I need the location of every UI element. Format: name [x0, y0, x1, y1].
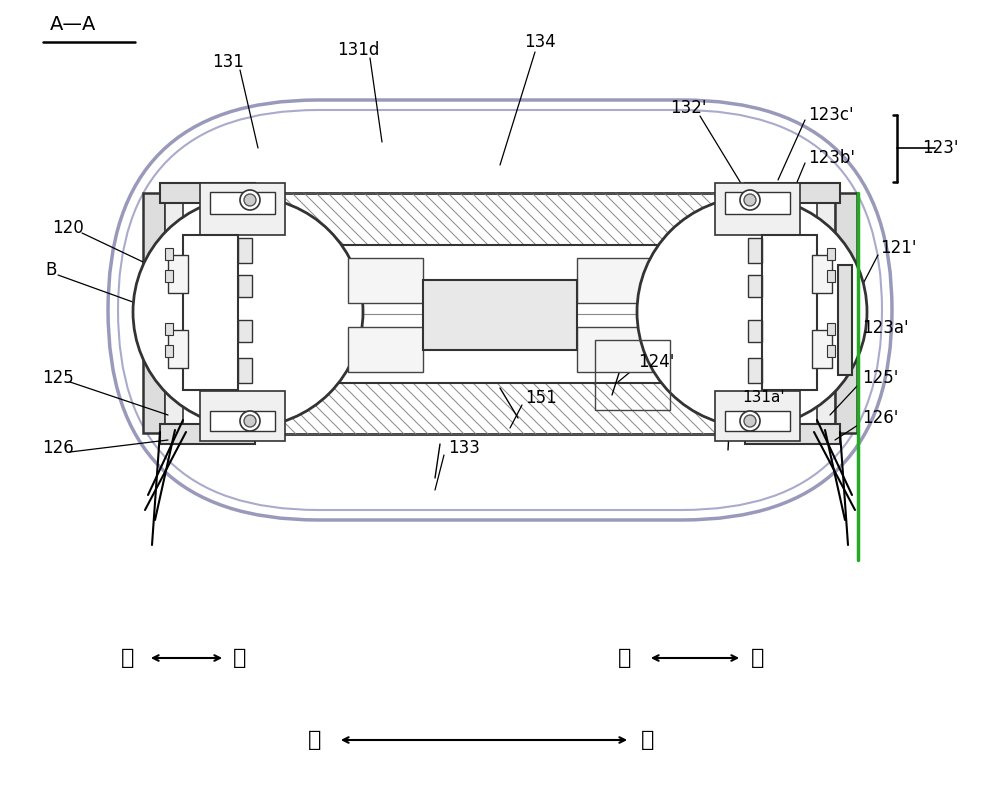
Text: 131d: 131d	[337, 41, 379, 59]
Bar	[812, 330, 832, 368]
Bar	[577, 258, 652, 303]
Bar	[662, 245, 720, 383]
Circle shape	[240, 190, 260, 210]
Bar	[827, 248, 835, 260]
Bar	[160, 183, 255, 203]
Bar	[725, 192, 790, 214]
Text: 133: 133	[448, 439, 480, 457]
Text: 左: 左	[308, 730, 322, 750]
Text: A—A: A—A	[50, 15, 96, 34]
Bar	[827, 345, 835, 357]
Text: 右: 右	[641, 730, 655, 750]
Bar	[348, 258, 423, 303]
Bar	[745, 424, 840, 444]
Text: 123a': 123a'	[862, 319, 909, 337]
Text: 123c': 123c'	[808, 106, 854, 124]
Circle shape	[244, 415, 256, 427]
Bar	[280, 193, 720, 245]
Text: 123': 123'	[922, 139, 958, 157]
Text: 外: 外	[121, 648, 135, 668]
Bar	[745, 183, 840, 203]
Bar	[210, 411, 275, 431]
FancyBboxPatch shape	[118, 110, 882, 510]
Circle shape	[133, 197, 363, 427]
FancyBboxPatch shape	[108, 100, 892, 520]
Bar	[595, 340, 670, 410]
Circle shape	[240, 411, 260, 431]
Bar	[168, 255, 188, 293]
Text: B: B	[45, 261, 56, 279]
Bar	[165, 248, 173, 260]
Bar	[748, 275, 762, 297]
Text: 134: 134	[524, 33, 556, 51]
Bar	[238, 320, 252, 342]
Bar	[715, 391, 800, 441]
Text: 126: 126	[42, 439, 74, 457]
Text: 124': 124'	[638, 353, 674, 371]
Text: 132': 132'	[670, 99, 706, 117]
Bar	[160, 424, 255, 444]
Bar	[817, 200, 835, 424]
Bar	[762, 320, 814, 378]
Text: 131: 131	[212, 53, 244, 71]
Bar	[748, 358, 762, 383]
Text: 131a': 131a'	[742, 390, 785, 405]
Bar	[748, 238, 762, 263]
Bar	[238, 238, 252, 263]
Bar	[280, 193, 720, 434]
Bar	[165, 200, 183, 424]
Text: 121': 121'	[880, 239, 916, 257]
Text: 内: 内	[618, 648, 632, 668]
Bar	[827, 270, 835, 282]
Circle shape	[744, 415, 756, 427]
Bar	[762, 235, 817, 390]
Text: 123b': 123b'	[808, 149, 855, 167]
Bar	[838, 265, 852, 375]
Bar	[168, 330, 188, 368]
Bar	[762, 235, 814, 293]
Bar	[238, 358, 252, 383]
Bar	[577, 327, 652, 372]
Text: 内: 内	[233, 648, 247, 668]
Bar	[748, 320, 762, 342]
Bar	[183, 235, 238, 390]
Circle shape	[740, 411, 760, 431]
Text: 120: 120	[52, 219, 84, 237]
Circle shape	[744, 194, 756, 206]
Bar	[143, 193, 165, 433]
Bar	[338, 245, 662, 383]
Bar	[200, 391, 285, 441]
Circle shape	[637, 197, 867, 427]
Circle shape	[740, 190, 760, 210]
Text: 151: 151	[525, 389, 557, 407]
Bar	[165, 270, 173, 282]
Bar	[423, 280, 577, 350]
Bar	[165, 345, 173, 357]
Text: 125': 125'	[862, 369, 898, 387]
Bar	[165, 323, 173, 335]
Bar	[835, 193, 857, 433]
Bar	[725, 411, 790, 431]
Bar	[715, 183, 800, 235]
Bar	[186, 235, 238, 293]
Bar	[812, 255, 832, 293]
Text: 126': 126'	[862, 409, 898, 427]
Bar	[210, 192, 275, 214]
Bar	[827, 323, 835, 335]
Text: 125: 125	[42, 369, 74, 387]
Circle shape	[244, 194, 256, 206]
Text: 外: 外	[751, 648, 765, 668]
Bar	[280, 382, 720, 434]
Bar	[186, 320, 238, 378]
Bar	[200, 183, 285, 235]
Bar	[238, 275, 252, 297]
Bar	[348, 327, 423, 372]
Bar	[280, 245, 338, 383]
